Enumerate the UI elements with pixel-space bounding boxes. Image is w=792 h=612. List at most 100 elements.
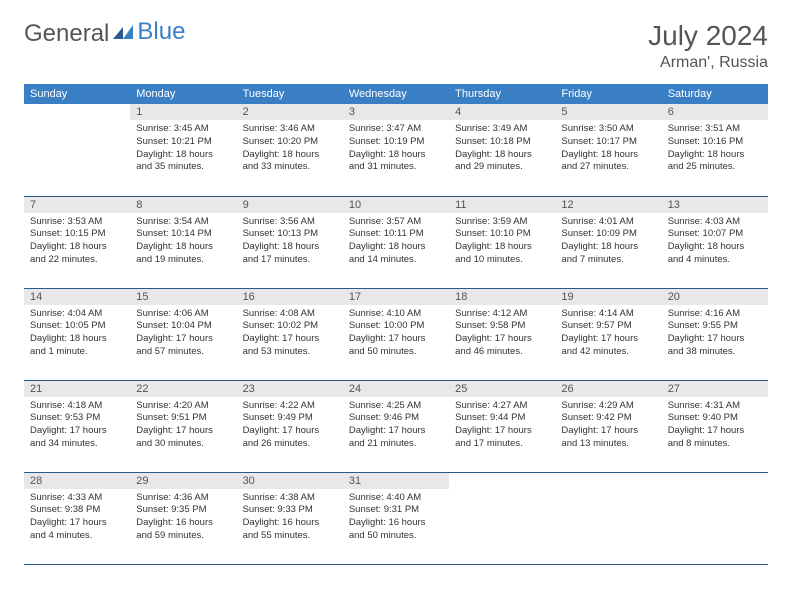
day-number: 24 xyxy=(343,381,449,397)
calendar-cell: 25Sunrise: 4:27 AMSunset: 9:44 PMDayligh… xyxy=(449,380,555,472)
day-number: 25 xyxy=(449,381,555,397)
calendar-cell: 24Sunrise: 4:25 AMSunset: 9:46 PMDayligh… xyxy=(343,380,449,472)
day-number: 26 xyxy=(555,381,661,397)
day-info: Sunrise: 3:53 AMSunset: 10:15 PMDaylight… xyxy=(24,213,130,270)
day-number: 2 xyxy=(237,104,343,120)
day-number: 22 xyxy=(130,381,236,397)
day-info: Sunrise: 3:49 AMSunset: 10:18 PMDaylight… xyxy=(449,120,555,177)
day-info: Sunrise: 4:12 AMSunset: 9:58 PMDaylight:… xyxy=(449,305,555,362)
day-number: 18 xyxy=(449,289,555,305)
day-info: Sunrise: 3:59 AMSunset: 10:10 PMDaylight… xyxy=(449,213,555,270)
day-info: Sunrise: 3:50 AMSunset: 10:17 PMDaylight… xyxy=(555,120,661,177)
day-number: 30 xyxy=(237,473,343,489)
day-number: 13 xyxy=(662,197,768,213)
calendar-cell: .. xyxy=(449,472,555,564)
logo-text-1: General xyxy=(24,20,109,48)
weekday-header: Saturday xyxy=(662,84,768,104)
table-row: 21Sunrise: 4:18 AMSunset: 9:53 PMDayligh… xyxy=(24,380,768,472)
day-info: Sunrise: 4:38 AMSunset: 9:33 PMDaylight:… xyxy=(237,489,343,546)
calendar-table: SundayMondayTuesdayWednesdayThursdayFrid… xyxy=(24,84,768,565)
day-number: 7 xyxy=(24,197,130,213)
calendar-cell: 9Sunrise: 3:56 AMSunset: 10:13 PMDayligh… xyxy=(237,196,343,288)
calendar-cell: 12Sunrise: 4:01 AMSunset: 10:09 PMDaylig… xyxy=(555,196,661,288)
day-info: Sunrise: 4:33 AMSunset: 9:38 PMDaylight:… xyxy=(24,489,130,546)
page-title: July 2024 xyxy=(648,20,768,52)
calendar-cell: 27Sunrise: 4:31 AMSunset: 9:40 PMDayligh… xyxy=(662,380,768,472)
calendar-cell: 10Sunrise: 3:57 AMSunset: 10:11 PMDaylig… xyxy=(343,196,449,288)
calendar-cell: 16Sunrise: 4:08 AMSunset: 10:02 PMDaylig… xyxy=(237,288,343,380)
calendar-cell: 11Sunrise: 3:59 AMSunset: 10:10 PMDaylig… xyxy=(449,196,555,288)
calendar-cell: 22Sunrise: 4:20 AMSunset: 9:51 PMDayligh… xyxy=(130,380,236,472)
day-number: 29 xyxy=(130,473,236,489)
day-info: Sunrise: 4:03 AMSunset: 10:07 PMDaylight… xyxy=(662,213,768,270)
day-info: Sunrise: 3:56 AMSunset: 10:13 PMDaylight… xyxy=(237,213,343,270)
day-info: Sunrise: 4:18 AMSunset: 9:53 PMDaylight:… xyxy=(24,397,130,454)
calendar-cell: 3Sunrise: 3:47 AMSunset: 10:19 PMDayligh… xyxy=(343,104,449,196)
weekday-header: Sunday xyxy=(24,84,130,104)
calendar-cell: 6Sunrise: 3:51 AMSunset: 10:16 PMDayligh… xyxy=(662,104,768,196)
day-info: Sunrise: 4:06 AMSunset: 10:04 PMDaylight… xyxy=(130,305,236,362)
table-row: 14Sunrise: 4:04 AMSunset: 10:05 PMDaylig… xyxy=(24,288,768,380)
day-number: 15 xyxy=(130,289,236,305)
day-number: 8 xyxy=(130,197,236,213)
calendar-cell: 23Sunrise: 4:22 AMSunset: 9:49 PMDayligh… xyxy=(237,380,343,472)
weekday-header-row: SundayMondayTuesdayWednesdayThursdayFrid… xyxy=(24,84,768,104)
day-info: Sunrise: 3:46 AMSunset: 10:20 PMDaylight… xyxy=(237,120,343,177)
calendar-cell: 4Sunrise: 3:49 AMSunset: 10:18 PMDayligh… xyxy=(449,104,555,196)
calendar-cell: 31Sunrise: 4:40 AMSunset: 9:31 PMDayligh… xyxy=(343,472,449,564)
day-number: 21 xyxy=(24,381,130,397)
day-info: Sunrise: 4:10 AMSunset: 10:00 PMDaylight… xyxy=(343,305,449,362)
location: Arman', Russia xyxy=(648,54,768,72)
calendar-cell: 18Sunrise: 4:12 AMSunset: 9:58 PMDayligh… xyxy=(449,288,555,380)
day-info: Sunrise: 4:22 AMSunset: 9:49 PMDaylight:… xyxy=(237,397,343,454)
calendar-cell: 29Sunrise: 4:36 AMSunset: 9:35 PMDayligh… xyxy=(130,472,236,564)
calendar-cell: 19Sunrise: 4:14 AMSunset: 9:57 PMDayligh… xyxy=(555,288,661,380)
weekday-header: Monday xyxy=(130,84,236,104)
day-info: Sunrise: 4:08 AMSunset: 10:02 PMDaylight… xyxy=(237,305,343,362)
day-number: 17 xyxy=(343,289,449,305)
day-info: Sunrise: 4:04 AMSunset: 10:05 PMDaylight… xyxy=(24,305,130,362)
calendar-cell: .. xyxy=(555,472,661,564)
day-number: 19 xyxy=(555,289,661,305)
calendar-cell: 5Sunrise: 3:50 AMSunset: 10:17 PMDayligh… xyxy=(555,104,661,196)
day-number: 6 xyxy=(662,104,768,120)
day-info: Sunrise: 4:25 AMSunset: 9:46 PMDaylight:… xyxy=(343,397,449,454)
calendar-cell: 13Sunrise: 4:03 AMSunset: 10:07 PMDaylig… xyxy=(662,196,768,288)
day-info: Sunrise: 4:01 AMSunset: 10:09 PMDaylight… xyxy=(555,213,661,270)
day-number: 10 xyxy=(343,197,449,213)
day-number: 16 xyxy=(237,289,343,305)
calendar-cell: 21Sunrise: 4:18 AMSunset: 9:53 PMDayligh… xyxy=(24,380,130,472)
calendar-cell: 26Sunrise: 4:29 AMSunset: 9:42 PMDayligh… xyxy=(555,380,661,472)
logo: General Blue xyxy=(24,20,185,48)
day-info: Sunrise: 3:51 AMSunset: 10:16 PMDaylight… xyxy=(662,120,768,177)
day-number: 3 xyxy=(343,104,449,120)
logo-icon xyxy=(113,20,133,48)
day-number: 5 xyxy=(555,104,661,120)
day-info: Sunrise: 4:29 AMSunset: 9:42 PMDaylight:… xyxy=(555,397,661,454)
table-row: ..1Sunrise: 3:45 AMSunset: 10:21 PMDayli… xyxy=(24,104,768,196)
day-info: Sunrise: 4:31 AMSunset: 9:40 PMDaylight:… xyxy=(662,397,768,454)
day-number: 11 xyxy=(449,197,555,213)
day-number: 23 xyxy=(237,381,343,397)
day-number: 31 xyxy=(343,473,449,489)
weekday-header: Friday xyxy=(555,84,661,104)
calendar-cell: 17Sunrise: 4:10 AMSunset: 10:00 PMDaylig… xyxy=(343,288,449,380)
day-number: 9 xyxy=(237,197,343,213)
title-block: July 2024 Arman', Russia xyxy=(648,20,768,72)
header: General Blue July 2024 Arman', Russia xyxy=(24,20,768,72)
day-number: 27 xyxy=(662,381,768,397)
calendar-cell: 1Sunrise: 3:45 AMSunset: 10:21 PMDayligh… xyxy=(130,104,236,196)
calendar-cell: 2Sunrise: 3:46 AMSunset: 10:20 PMDayligh… xyxy=(237,104,343,196)
day-number: 4 xyxy=(449,104,555,120)
calendar-cell: 15Sunrise: 4:06 AMSunset: 10:04 PMDaylig… xyxy=(130,288,236,380)
day-info: Sunrise: 4:14 AMSunset: 9:57 PMDaylight:… xyxy=(555,305,661,362)
table-row: 28Sunrise: 4:33 AMSunset: 9:38 PMDayligh… xyxy=(24,472,768,564)
calendar-cell: 30Sunrise: 4:38 AMSunset: 9:33 PMDayligh… xyxy=(237,472,343,564)
calendar-cell: 7Sunrise: 3:53 AMSunset: 10:15 PMDayligh… xyxy=(24,196,130,288)
weekday-header: Wednesday xyxy=(343,84,449,104)
day-info: Sunrise: 4:36 AMSunset: 9:35 PMDaylight:… xyxy=(130,489,236,546)
day-info: Sunrise: 4:40 AMSunset: 9:31 PMDaylight:… xyxy=(343,489,449,546)
calendar-body: .. 1Sunrise: 3:45 AMSunset: 10:21 PMDayli… xyxy=(24,104,768,564)
day-info: Sunrise: 4:20 AMSunset: 9:51 PMDaylight:… xyxy=(130,397,236,454)
day-number: 1 xyxy=(130,104,236,120)
